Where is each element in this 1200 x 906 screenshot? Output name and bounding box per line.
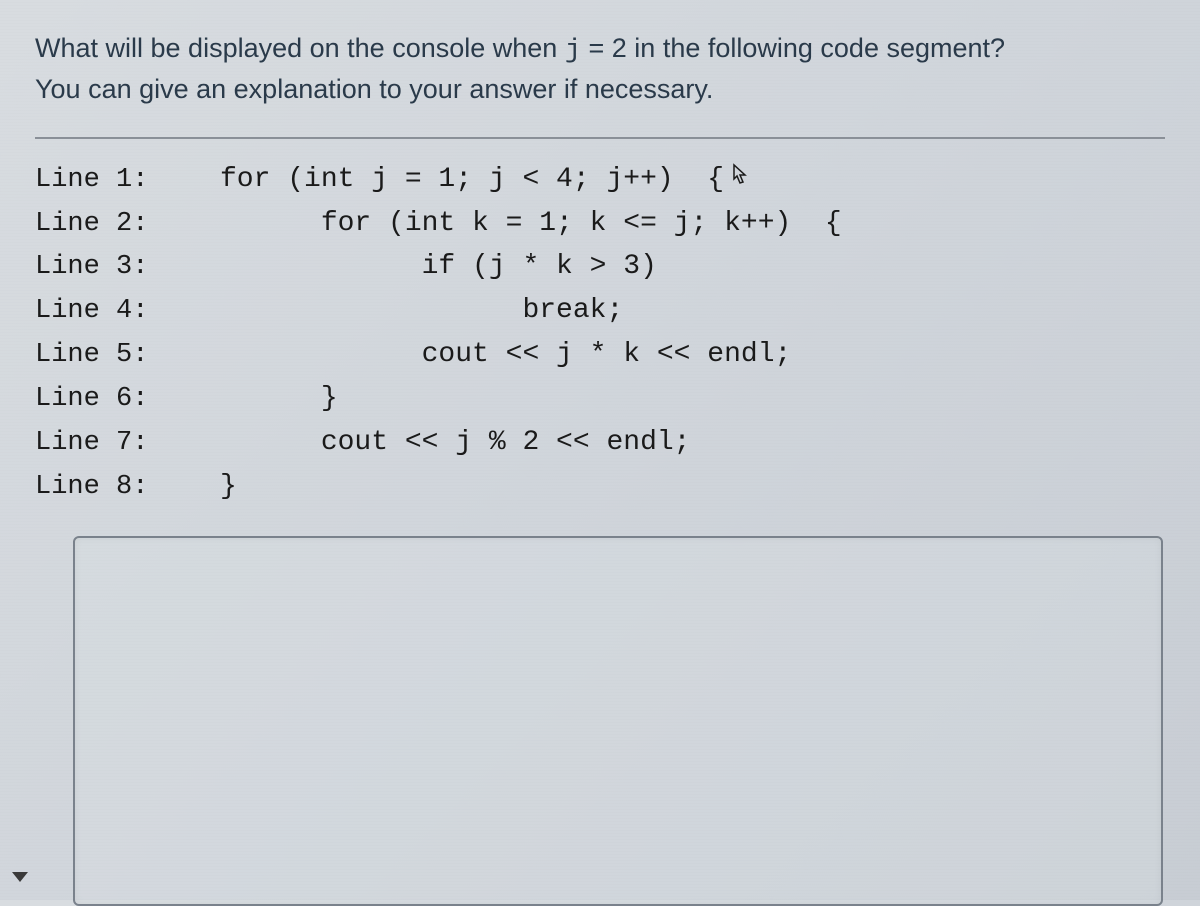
section-divider [35,137,1165,139]
code-line-4: Line 4: break; [35,289,1165,333]
code-content: } [220,465,1165,508]
code-content: if (j * k > 3) [220,245,1165,288]
code-segment: Line 1: for (int j = 1; j < 4; j++) { Li… [35,157,1165,509]
line-label: Line 3: [35,247,220,289]
answer-input-box[interactable] [73,536,1163,906]
code-line-7: Line 7: cout << j % 2 << endl; [35,421,1165,465]
question-line1-mid: = 2 in the following code segment? [581,33,1005,63]
question-line1-prefix: What will be displayed on the console wh… [35,33,565,63]
line-label: Line 5: [35,335,220,377]
line-label: Line 1: [35,160,220,202]
code-line-3: Line 3: if (j * k > 3) [35,245,1165,289]
code-content: } [220,377,1165,420]
code-content: cout << j * k << endl; [220,333,1165,376]
question-prompt: What will be displayed on the console wh… [35,30,1165,109]
code-line-2: Line 2: for (int k = 1; k <= j; k++) { [35,202,1165,246]
line-label: Line 7: [35,423,220,465]
code-content: for (int j = 1; j < 4; j++) { [220,157,1165,201]
line-label: Line 2: [35,204,220,246]
code-line-5: Line 5: cout << j * k << endl; [35,333,1165,377]
code-line-1: Line 1: for (int j = 1; j < 4; j++) { [35,157,1165,202]
question-line2: You can give an explanation to your answ… [35,74,713,104]
line-label: Line 8: [35,467,220,509]
code-line-8: Line 8: } [35,465,1165,509]
cursor-icon [732,157,750,200]
line-label: Line 4: [35,291,220,333]
code-line-6: Line 6: } [35,377,1165,421]
chevron-down-icon[interactable] [12,872,28,882]
line-label: Line 6: [35,379,220,421]
code-content: cout << j % 2 << endl; [220,421,1165,464]
code-content: for (int k = 1; k <= j; k++) { [220,202,1165,245]
question-var-j: j [565,36,581,66]
code-content: break; [220,289,1165,332]
